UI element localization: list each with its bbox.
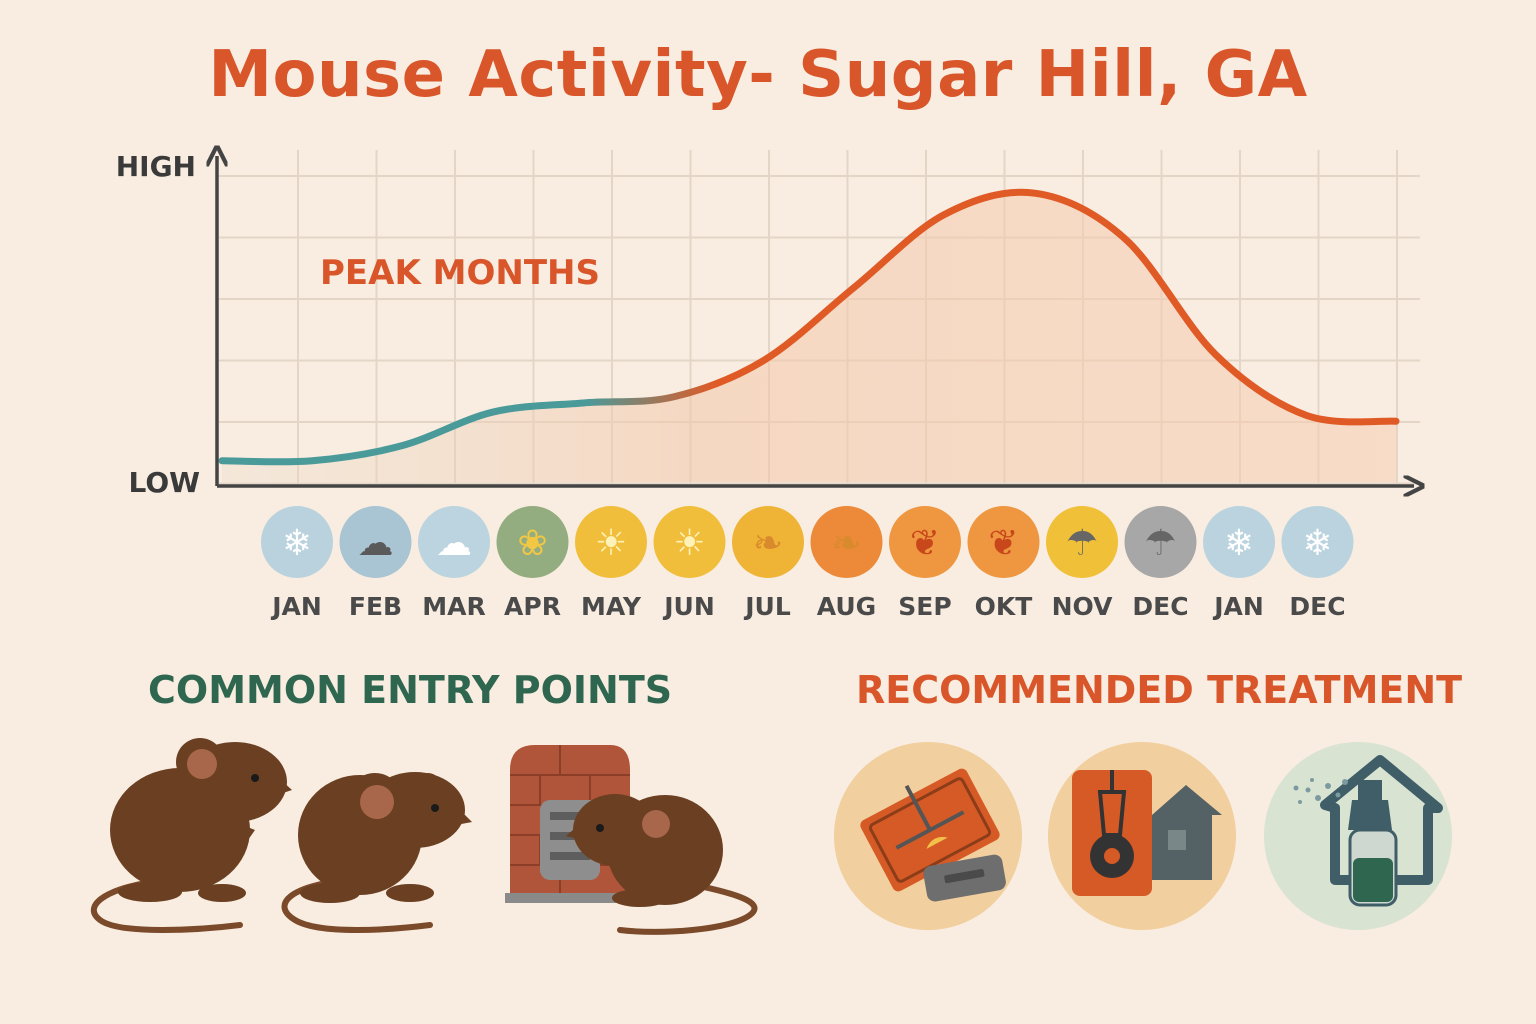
activity-area bbox=[222, 192, 1396, 482]
month-label: MAR bbox=[422, 592, 486, 621]
entry-points-heading: COMMON ENTRY POINTS bbox=[148, 668, 673, 712]
page-title: Mouse Activity- Sugar Hill, GA bbox=[208, 38, 1308, 112]
maple-leaf-icon: ❦ bbox=[889, 506, 961, 578]
rain-cloud-icon: ☂ bbox=[1124, 506, 1197, 578]
month-label: JUN bbox=[664, 592, 715, 621]
peak-months-annotation: PEAK MONTHS bbox=[320, 253, 600, 293]
snowflake-icon: ❄ bbox=[261, 506, 333, 578]
activity-chart: HIGH LOW PEAK MONTHS ❄ ☁ ☁ ❀ ☀ ☀ ❧ ❧ ❦ ❦ ☂ ☂ ❄ ❄ bbox=[116, 0, 1536, 578]
svg-text:❧: ❧ bbox=[831, 523, 861, 564]
treatment-heading: RECOMMENDED TREATMENT bbox=[856, 668, 1463, 712]
maple-leaf-icon: ❦ bbox=[967, 506, 1040, 578]
svg-text:❦: ❦ bbox=[910, 523, 940, 564]
spray-bottle-house-icon bbox=[1264, 742, 1452, 930]
month-label: FEB bbox=[348, 592, 403, 621]
leaf-icon: ❧ bbox=[732, 506, 804, 578]
rain-cloud-icon: ☂ bbox=[1046, 506, 1118, 578]
snowflake-icon: ❄ bbox=[1281, 506, 1354, 578]
svg-text:❦: ❦ bbox=[988, 523, 1018, 564]
month-label: MAY bbox=[581, 592, 641, 621]
svg-text:❄: ❄ bbox=[282, 523, 312, 564]
svg-text:❄: ❄ bbox=[1224, 523, 1254, 564]
snowflake-icon: ❄ bbox=[1203, 506, 1275, 578]
svg-text:☂: ☂ bbox=[1144, 523, 1176, 564]
svg-text:☁: ☁ bbox=[436, 523, 472, 564]
month-label: JAN bbox=[272, 592, 322, 621]
flower-icon: ❀ bbox=[496, 506, 569, 578]
month-label: OKT bbox=[974, 592, 1033, 621]
cloud-icon: ☁ bbox=[339, 506, 412, 578]
month-label: DEC bbox=[1132, 592, 1189, 621]
activity-line bbox=[218, 188, 1400, 466]
sun-icon: ☀ bbox=[575, 506, 647, 578]
bait-station-icon bbox=[1048, 742, 1236, 930]
month-icons: ❄ ☁ ☁ ❀ ☀ ☀ ❧ ❧ ❦ ❦ ☂ ☂ ❄ ❄ bbox=[261, 506, 1354, 578]
svg-text:☂: ☂ bbox=[1066, 523, 1098, 564]
y-axis-low-label: LOW bbox=[128, 466, 200, 499]
sun-icon: ☀ bbox=[653, 506, 726, 578]
snow-cloud-icon: ☁ bbox=[418, 506, 490, 578]
month-label: APR bbox=[504, 592, 561, 621]
svg-text:☀: ☀ bbox=[673, 523, 705, 564]
svg-text:☀: ☀ bbox=[595, 523, 627, 564]
svg-text:❧: ❧ bbox=[753, 523, 783, 564]
month-label: JAN bbox=[1214, 592, 1264, 621]
mouse-icon bbox=[91, 738, 292, 933]
month-label: NOV bbox=[1051, 592, 1113, 621]
snap-trap-icon bbox=[834, 742, 1022, 930]
month-label: JUL bbox=[745, 592, 791, 621]
month-label: AUG bbox=[816, 592, 877, 621]
leaf-icon: ❧ bbox=[810, 506, 883, 578]
mouse-icon bbox=[281, 772, 472, 933]
svg-text:☁: ☁ bbox=[358, 523, 394, 564]
month-label: DEC bbox=[1289, 592, 1346, 621]
svg-text:❄: ❄ bbox=[1302, 523, 1332, 564]
y-axis-high-label: HIGH bbox=[116, 150, 196, 183]
svg-text:❀: ❀ bbox=[517, 523, 547, 564]
month-label: SEP bbox=[898, 592, 952, 621]
brick-vent-mouse-icon bbox=[505, 745, 758, 935]
